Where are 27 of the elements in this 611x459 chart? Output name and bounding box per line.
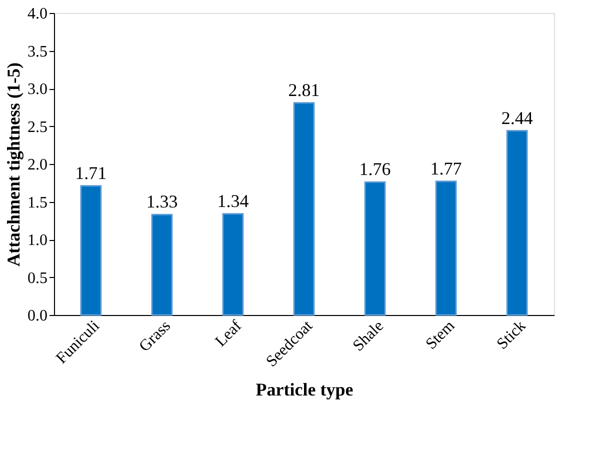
- y-tick-label: 0.0: [28, 308, 48, 324]
- y-tick-label: 2.5: [28, 118, 48, 136]
- y-axis-title: Attachment tightness (1-5): [4, 62, 24, 266]
- y-tick-label: 1.5: [28, 194, 48, 212]
- y-tick-label: 3.0: [28, 81, 48, 98]
- data-label: 1.76: [359, 159, 391, 180]
- y-tick-label: 2.0: [28, 156, 48, 174]
- bar: [435, 180, 457, 316]
- bar: [506, 130, 528, 316]
- bar: [80, 185, 102, 316]
- bar: [151, 214, 173, 316]
- x-tick-label: Stick: [494, 318, 530, 353]
- y-tick-label: 3.5: [28, 43, 48, 60]
- data-label: 1.34: [217, 190, 249, 211]
- bar: [293, 102, 315, 316]
- y-tick-label: 4.0: [28, 6, 48, 22]
- data-label: 1.77: [430, 158, 462, 178]
- data-label: 1.71: [75, 162, 107, 183]
- y-tick-label: 0.5: [28, 270, 48, 287]
- data-label: 2.44: [501, 108, 533, 128]
- x-axis-title: Particle type: [256, 380, 354, 400]
- y-tick-label: 1.0: [28, 232, 48, 249]
- data-label: 2.81: [288, 80, 320, 100]
- bar: [222, 213, 244, 316]
- bar: [364, 181, 386, 316]
- x-tick-label: Stem: [422, 317, 458, 353]
- data-label: 1.33: [146, 192, 178, 212]
